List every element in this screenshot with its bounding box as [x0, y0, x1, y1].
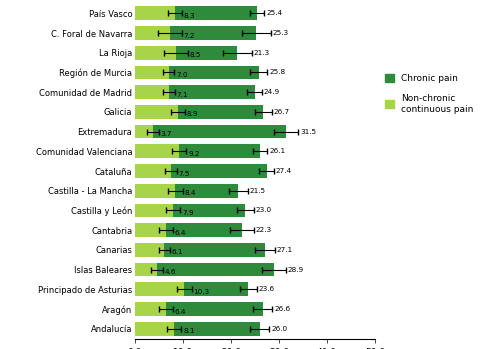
Bar: [135, 6, 257, 20]
Text: 7.9: 7.9: [182, 210, 194, 216]
Text: 31.5: 31.5: [300, 128, 316, 135]
Text: 26.6: 26.6: [274, 306, 290, 312]
Bar: [135, 184, 238, 198]
Text: 28.9: 28.9: [288, 267, 304, 273]
Text: 6.4: 6.4: [175, 309, 186, 314]
Text: 25.3: 25.3: [273, 30, 289, 36]
Bar: [135, 105, 263, 119]
Bar: [135, 223, 166, 237]
Bar: [135, 203, 173, 217]
Text: 26.7: 26.7: [274, 109, 290, 115]
Bar: [135, 164, 266, 178]
Bar: [135, 263, 157, 276]
Text: 3.7: 3.7: [160, 131, 172, 137]
Text: 22.3: 22.3: [256, 227, 272, 233]
Bar: [135, 26, 170, 40]
Bar: [135, 282, 248, 296]
Text: 23.6: 23.6: [259, 286, 275, 292]
Text: 21.3: 21.3: [254, 50, 270, 56]
Bar: [135, 66, 259, 79]
Bar: [135, 26, 256, 40]
Text: 4.6: 4.6: [165, 269, 176, 275]
Bar: [135, 66, 168, 79]
Text: 10.3: 10.3: [194, 289, 210, 295]
Text: 27.1: 27.1: [276, 247, 292, 253]
Bar: [135, 46, 237, 60]
Bar: [135, 105, 178, 119]
Bar: [135, 85, 169, 99]
Bar: [135, 223, 242, 237]
Text: 8.3: 8.3: [184, 13, 196, 19]
Text: 6.1: 6.1: [172, 250, 184, 255]
Text: 25.8: 25.8: [270, 69, 285, 75]
Bar: [135, 243, 164, 257]
Text: 9.2: 9.2: [188, 151, 200, 157]
Bar: [135, 125, 153, 139]
Text: 7.5: 7.5: [178, 171, 190, 177]
Bar: [135, 6, 175, 20]
Text: 6.4: 6.4: [175, 230, 186, 236]
Text: 26.1: 26.1: [270, 148, 285, 154]
Bar: [135, 164, 171, 178]
Text: 7.0: 7.0: [176, 72, 188, 78]
Bar: [135, 46, 176, 60]
Bar: [135, 302, 262, 316]
Text: 8.9: 8.9: [187, 111, 198, 118]
Bar: [135, 144, 260, 158]
Text: 21.5: 21.5: [250, 188, 266, 194]
Bar: [135, 302, 166, 316]
Legend: Chronic pain, Non-chronic
continuous pain: Chronic pain, Non-chronic continuous pai…: [384, 74, 473, 114]
Bar: [135, 85, 254, 99]
Bar: [135, 322, 174, 336]
Text: 26.0: 26.0: [272, 326, 287, 332]
Bar: [135, 263, 274, 276]
Text: 23.0: 23.0: [256, 207, 272, 214]
Bar: [135, 125, 286, 139]
Text: 8.1: 8.1: [183, 328, 194, 334]
Text: 8.4: 8.4: [184, 190, 196, 196]
Bar: [135, 144, 179, 158]
Bar: [135, 203, 246, 217]
Text: 25.4: 25.4: [266, 10, 282, 16]
Bar: [135, 184, 175, 198]
Text: 27.4: 27.4: [276, 168, 292, 174]
Text: 7.1: 7.1: [177, 92, 188, 98]
Bar: [135, 322, 260, 336]
Text: 24.9: 24.9: [264, 89, 280, 95]
Text: 7.2: 7.2: [184, 32, 195, 39]
Bar: [135, 243, 265, 257]
Bar: [135, 282, 184, 296]
Text: 8.5: 8.5: [190, 52, 201, 58]
